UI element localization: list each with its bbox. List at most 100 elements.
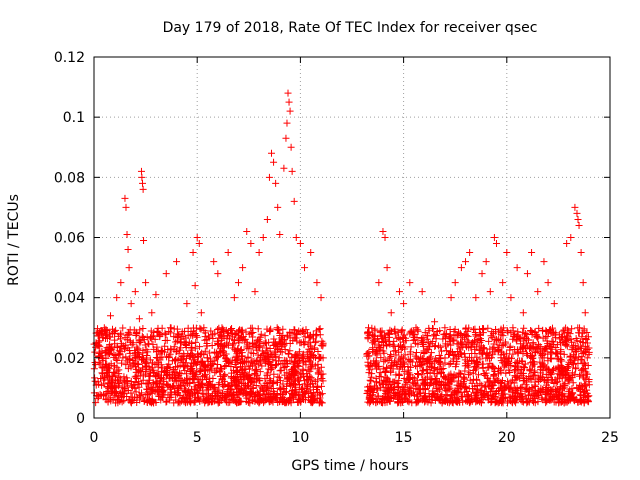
data-point (441, 395, 449, 403)
data-point (141, 341, 149, 349)
data-point (429, 387, 437, 395)
data-point (497, 354, 505, 362)
data-point (244, 374, 252, 382)
data-point (369, 339, 377, 347)
data-point (301, 264, 309, 272)
data-point (544, 279, 552, 287)
data-point (535, 324, 543, 332)
data-point (91, 348, 99, 356)
data-point (237, 333, 245, 341)
data-point (154, 383, 162, 391)
data-point (298, 384, 306, 392)
data-point (262, 379, 270, 387)
data-point (317, 371, 325, 379)
data-point (139, 179, 147, 187)
data-point (508, 355, 516, 363)
data-point (261, 332, 269, 340)
data-point (135, 383, 143, 391)
data-point (163, 353, 171, 361)
data-point (524, 336, 532, 344)
data-point (399, 388, 407, 396)
data-point (384, 378, 392, 386)
data-point (122, 203, 130, 211)
data-point (99, 370, 107, 378)
data-point (400, 395, 408, 403)
data-point (123, 382, 131, 390)
data-point (139, 325, 147, 333)
data-point (501, 382, 509, 390)
data-point (474, 360, 482, 368)
data-point (428, 396, 436, 404)
data-point (243, 342, 251, 350)
data-point (478, 348, 486, 356)
data-point (488, 328, 496, 336)
data-point (131, 373, 139, 381)
data-point (397, 396, 405, 404)
data-point (499, 332, 507, 340)
data-point (156, 354, 164, 362)
data-point (365, 324, 373, 332)
data-point (413, 354, 421, 362)
data-point (451, 279, 459, 287)
data-point (568, 338, 576, 346)
data-point (282, 382, 290, 390)
data-point (466, 249, 474, 257)
data-point (174, 362, 182, 370)
data-point (138, 389, 146, 397)
data-point (383, 264, 391, 272)
data-point (154, 328, 162, 336)
data-point (367, 386, 375, 394)
data-point (229, 340, 237, 348)
data-point (317, 363, 325, 371)
data-point (473, 361, 481, 369)
data-point (500, 386, 508, 394)
data-point (366, 376, 374, 384)
data-point (163, 380, 171, 388)
data-point (529, 372, 537, 380)
data-point (427, 349, 435, 357)
data-point (513, 264, 521, 272)
data-point (207, 362, 215, 370)
data-point (315, 398, 323, 406)
data-point (577, 249, 585, 257)
data-point (578, 352, 586, 360)
data-point (492, 388, 500, 396)
data-point (214, 388, 222, 396)
data-point (264, 360, 272, 368)
data-point (497, 397, 505, 405)
data-point (308, 392, 316, 400)
data-point (223, 388, 231, 396)
data-point (482, 369, 490, 377)
data-point (217, 347, 225, 355)
data-point (234, 279, 242, 287)
data-point (377, 354, 385, 362)
data-point (393, 334, 401, 342)
data-point (239, 380, 247, 388)
data-point (429, 325, 437, 333)
data-point (172, 347, 180, 355)
data-point (290, 358, 298, 366)
data-point (237, 387, 245, 395)
data-point (519, 328, 527, 336)
data-point (289, 380, 297, 388)
data-point (385, 386, 393, 394)
data-point (166, 391, 174, 399)
data-point (483, 374, 491, 382)
data-point (266, 389, 274, 397)
data-point (139, 349, 147, 357)
data-point (431, 380, 439, 388)
data-point (585, 381, 593, 389)
data-point (439, 364, 447, 372)
data-point (499, 279, 507, 287)
data-point (448, 378, 456, 386)
data-point (276, 331, 284, 339)
data-point (256, 398, 264, 406)
data-point (177, 339, 185, 347)
data-point (149, 359, 157, 367)
data-point (566, 330, 574, 338)
data-point (280, 364, 288, 372)
data-point (513, 346, 521, 354)
data-point (390, 378, 398, 386)
data-point (164, 381, 172, 389)
data-point (232, 347, 240, 355)
